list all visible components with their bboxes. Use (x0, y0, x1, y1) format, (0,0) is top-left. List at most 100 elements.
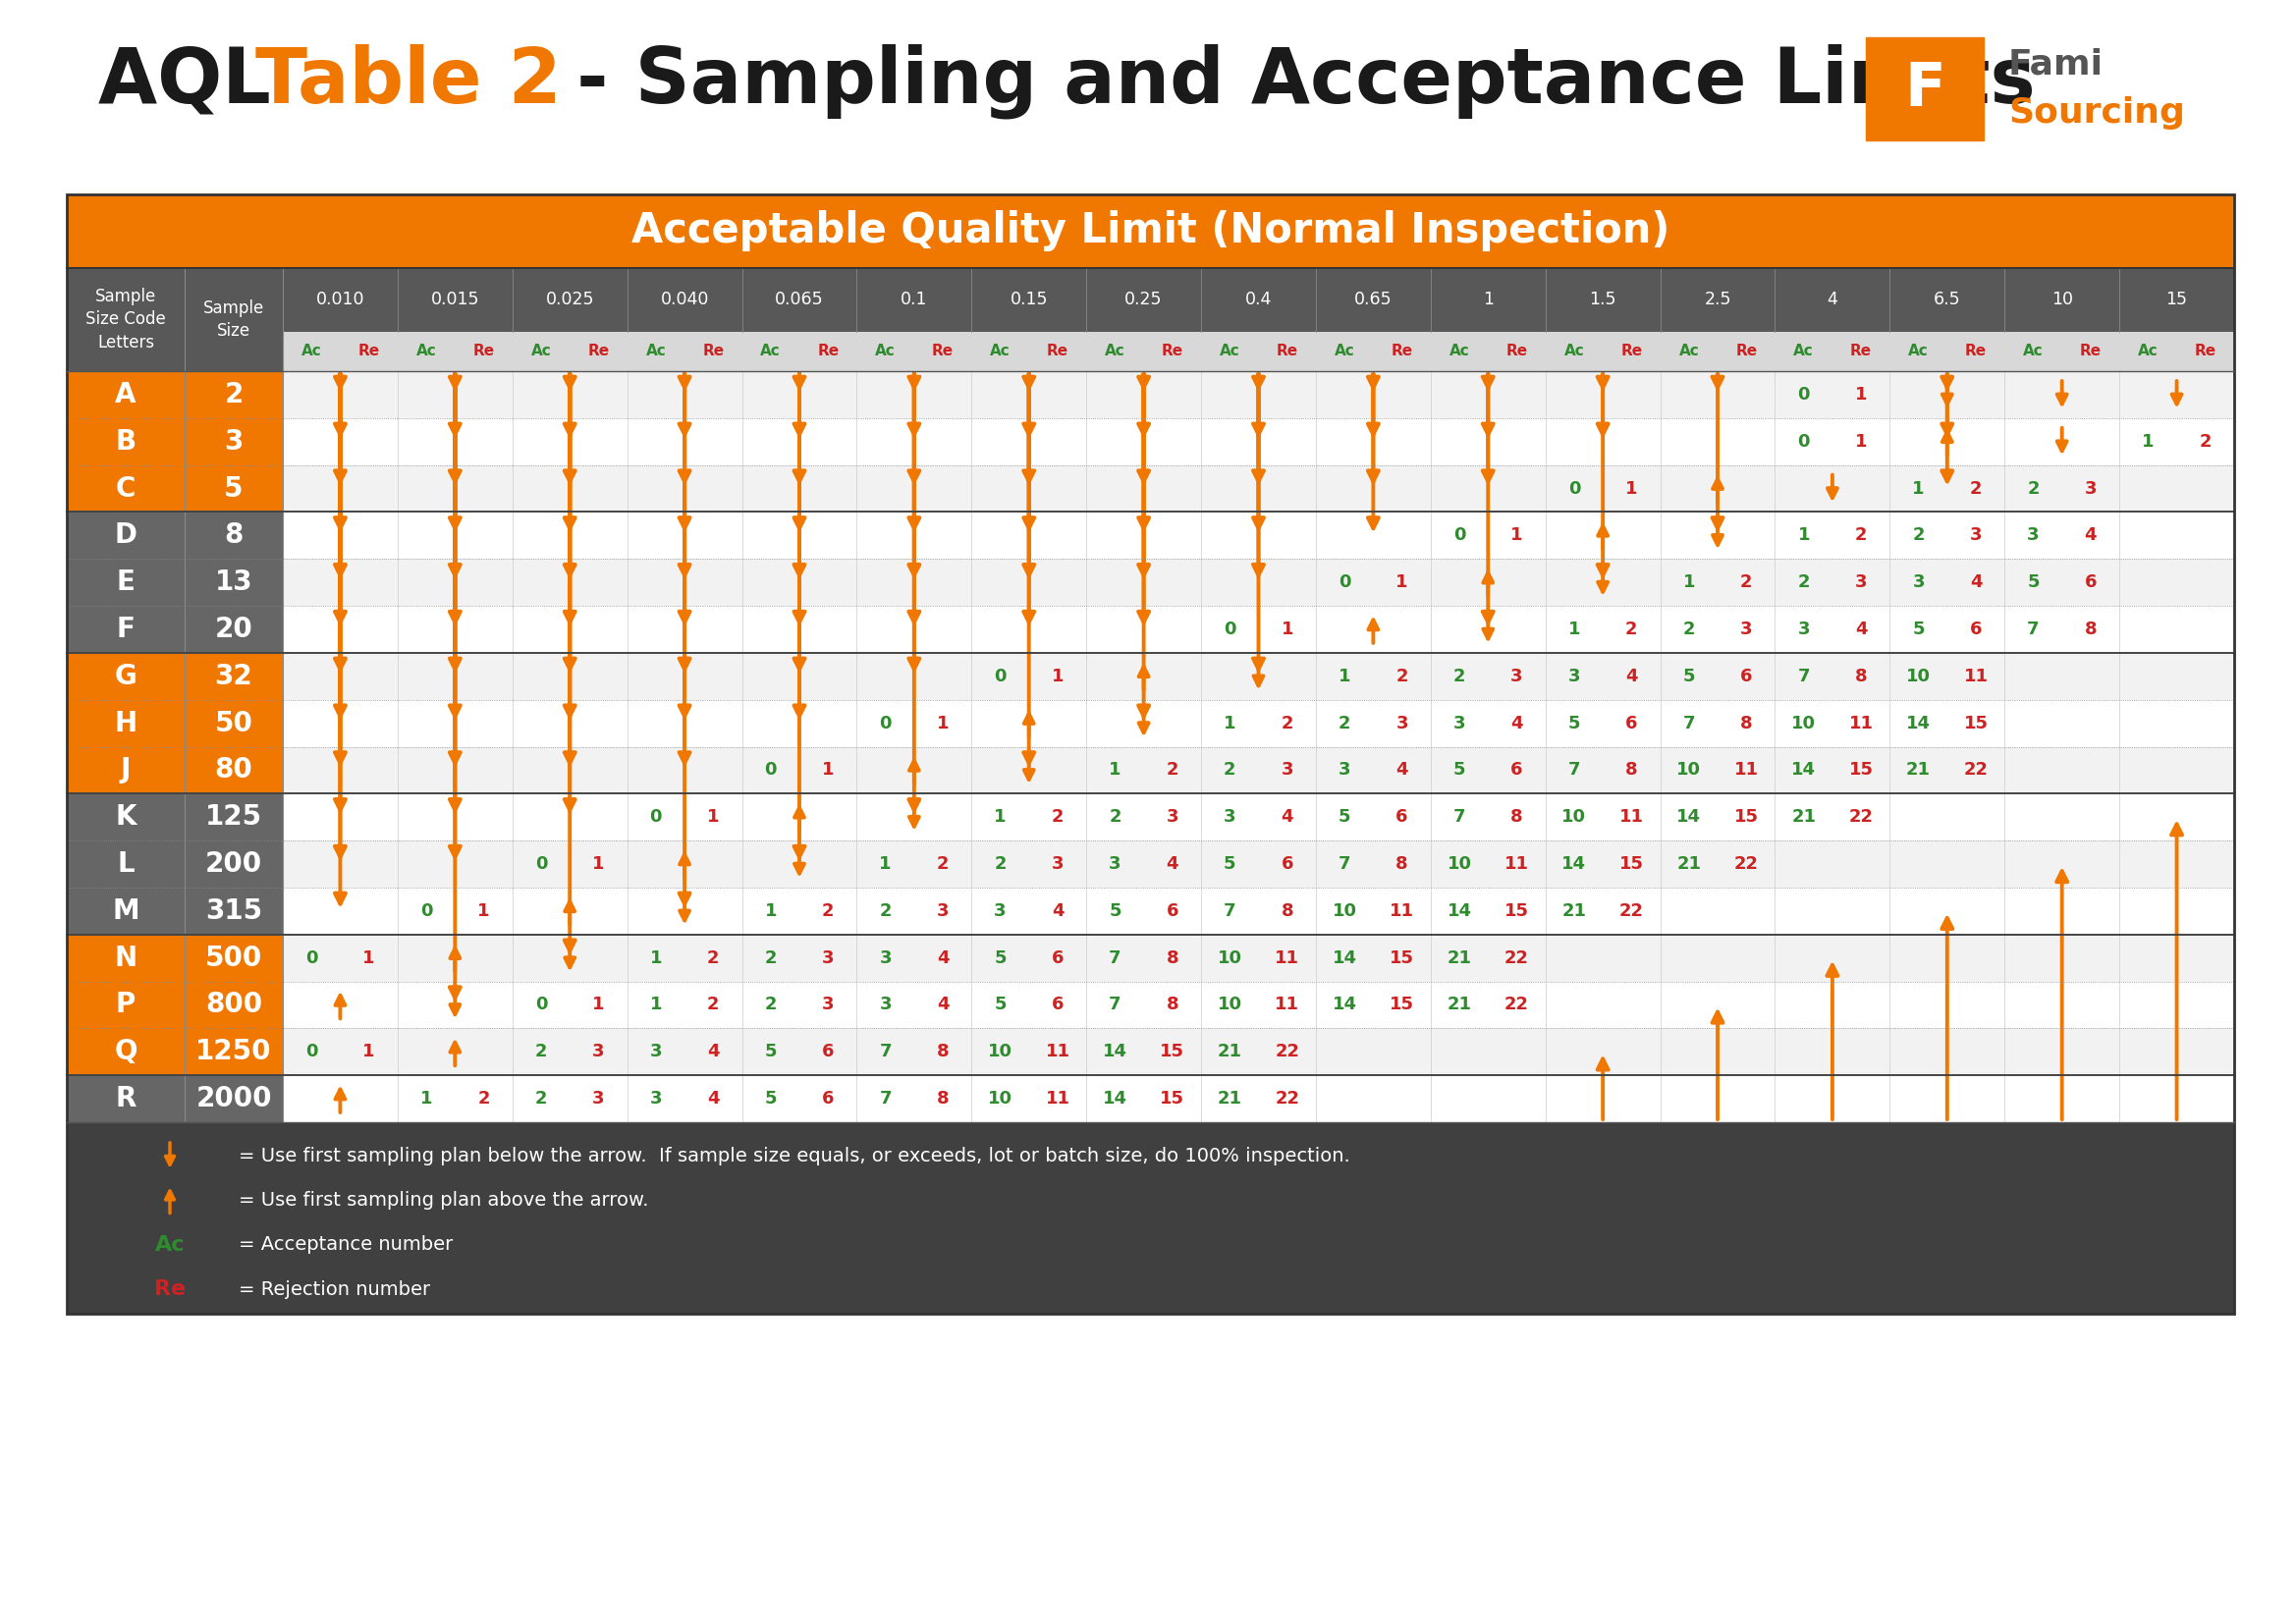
Text: 6: 6 (822, 1091, 833, 1107)
Text: 11: 11 (1274, 949, 1300, 967)
Text: 8: 8 (1281, 902, 1293, 920)
Text: 21: 21 (1446, 949, 1472, 967)
Bar (184, 841, 282, 888)
Text: 3: 3 (650, 1091, 661, 1107)
Text: Re: Re (1391, 344, 1412, 359)
Text: Acceptable Quality Limit (Normal Inspection): Acceptable Quality Limit (Normal Inspect… (631, 211, 1669, 252)
Text: 0.040: 0.040 (661, 291, 709, 308)
Text: = Use first sampling plan above the arrow.: = Use first sampling plan above the arro… (239, 1191, 650, 1209)
Bar (184, 794, 282, 841)
Text: 8: 8 (937, 1091, 948, 1107)
Text: 1: 1 (1052, 667, 1063, 685)
Text: 5: 5 (225, 476, 243, 502)
Bar (67, 700, 184, 747)
Text: 125: 125 (204, 803, 262, 831)
Text: 5: 5 (765, 1091, 776, 1107)
Text: 5: 5 (765, 1044, 776, 1061)
Text: 15: 15 (1504, 902, 1529, 920)
Bar (67, 511, 184, 558)
Text: 2: 2 (1683, 620, 1694, 638)
Text: 4: 4 (707, 1044, 719, 1061)
Text: Sourcing: Sourcing (2009, 96, 2186, 130)
Text: H: H (115, 709, 138, 737)
Bar (67, 841, 184, 888)
Text: 15: 15 (2165, 291, 2188, 308)
Text: 21: 21 (1561, 902, 1587, 920)
Text: Sample
Size Code
Letters: Sample Size Code Letters (85, 287, 165, 352)
Text: 1: 1 (592, 855, 604, 873)
Text: 1: 1 (1511, 526, 1522, 544)
Text: 2: 2 (478, 1091, 489, 1107)
Text: 1: 1 (1568, 620, 1580, 638)
Text: B: B (115, 428, 135, 456)
Bar (282, 747, 2234, 794)
Text: 4: 4 (937, 997, 948, 1014)
Text: 3: 3 (592, 1044, 604, 1061)
Text: 3: 3 (822, 949, 833, 967)
Text: N: N (115, 945, 138, 972)
Text: 5: 5 (1339, 808, 1350, 826)
Text: 14: 14 (1676, 808, 1701, 826)
Text: 4: 4 (937, 949, 948, 967)
Text: 0.15: 0.15 (1010, 291, 1047, 308)
Text: 3: 3 (1798, 620, 1809, 638)
Text: 6: 6 (1052, 997, 1063, 1014)
Text: 0: 0 (1798, 386, 1809, 404)
Text: 8: 8 (1855, 667, 1867, 685)
Text: 11: 11 (1045, 1091, 1070, 1107)
Text: 0: 0 (765, 761, 776, 779)
Text: K: K (115, 803, 135, 831)
Bar (67, 652, 184, 700)
Text: 20: 20 (216, 615, 253, 643)
Text: 2: 2 (879, 902, 891, 920)
Text: Re: Re (932, 344, 953, 359)
Text: 2: 2 (765, 997, 776, 1014)
Text: 0: 0 (879, 714, 891, 732)
Text: Re: Re (154, 1279, 186, 1298)
Text: 2000: 2000 (195, 1086, 271, 1112)
Text: 14: 14 (1446, 902, 1472, 920)
Text: 1: 1 (1855, 386, 1867, 404)
Text: 6: 6 (1166, 902, 1178, 920)
Text: 7: 7 (1568, 761, 1580, 779)
Text: 1: 1 (2142, 433, 2154, 451)
Text: 8: 8 (1740, 714, 1752, 732)
Text: 0.025: 0.025 (546, 291, 595, 308)
Text: 15: 15 (1848, 761, 1874, 779)
Bar (184, 466, 282, 511)
Text: 22: 22 (1504, 949, 1529, 967)
Text: Re: Re (703, 344, 723, 359)
Text: 0: 0 (1798, 433, 1809, 451)
Text: 1: 1 (650, 997, 661, 1014)
Text: 3: 3 (994, 902, 1006, 920)
Text: 14: 14 (1906, 714, 1931, 732)
Bar (282, 511, 2234, 558)
Text: 0: 0 (305, 949, 317, 967)
Text: 4: 4 (707, 1091, 719, 1107)
Bar (184, 700, 282, 747)
Text: 6: 6 (1970, 620, 1981, 638)
Text: 3: 3 (1970, 526, 1981, 544)
Text: 2: 2 (1166, 761, 1178, 779)
Text: 8: 8 (937, 1044, 948, 1061)
Bar (184, 1029, 282, 1076)
Text: Ac: Ac (530, 344, 551, 359)
Text: 0: 0 (1568, 480, 1580, 497)
Text: 1: 1 (650, 949, 661, 967)
Text: Ac: Ac (416, 344, 436, 359)
Text: Ac: Ac (2138, 344, 2158, 359)
Text: 3: 3 (225, 428, 243, 456)
Text: 10: 10 (987, 1044, 1013, 1061)
Text: 2: 2 (2200, 433, 2211, 451)
Text: 0.4: 0.4 (1244, 291, 1272, 308)
Text: 6: 6 (1740, 667, 1752, 685)
Bar (184, 372, 282, 419)
Text: Ac: Ac (1104, 344, 1125, 359)
Text: 0: 0 (1339, 573, 1350, 591)
Bar (184, 935, 282, 982)
Text: 21: 21 (1446, 997, 1472, 1014)
Text: Ac: Ac (990, 344, 1010, 359)
Text: 10: 10 (1791, 714, 1816, 732)
Text: 15: 15 (1733, 808, 1759, 826)
Text: 2: 2 (822, 902, 833, 920)
